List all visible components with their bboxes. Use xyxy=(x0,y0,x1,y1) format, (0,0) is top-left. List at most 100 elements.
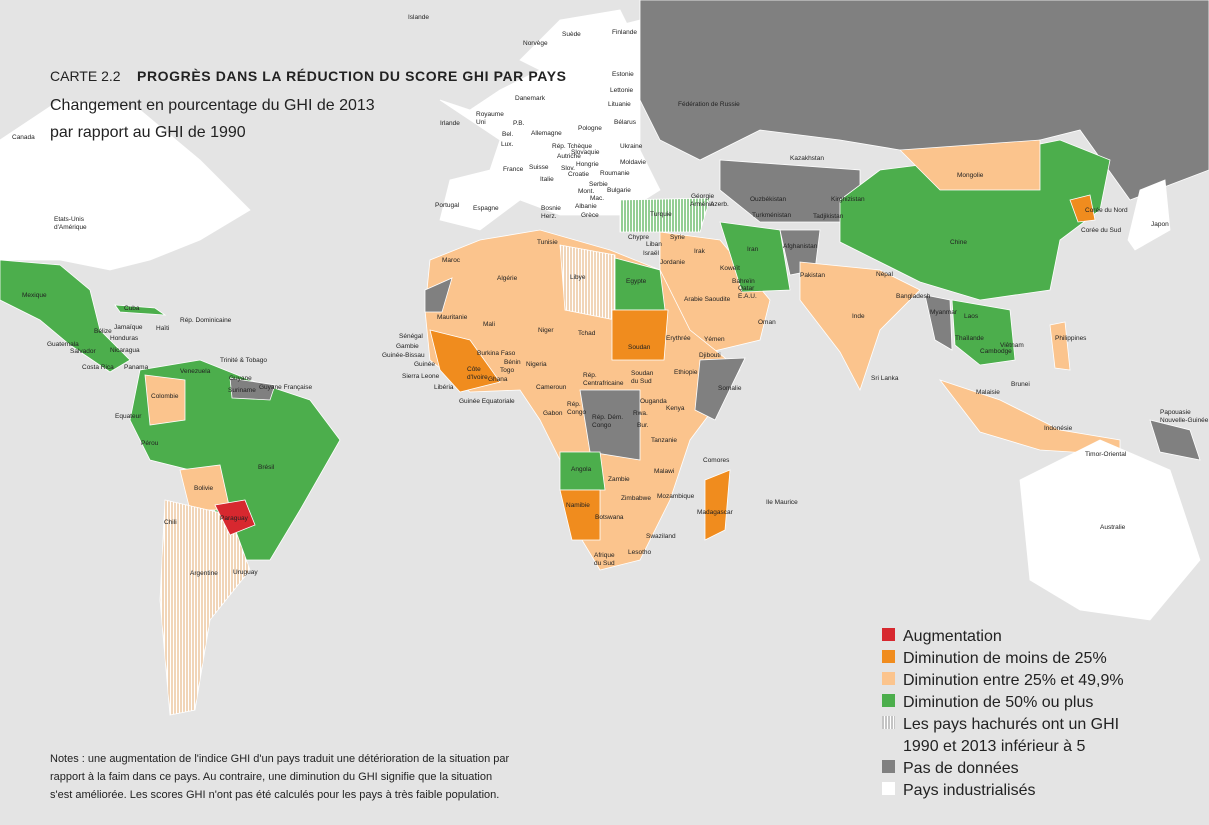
country-label: Congo xyxy=(592,422,612,429)
country-label: Haïti xyxy=(156,325,169,332)
country-label: Madagascar xyxy=(697,509,734,516)
country-label: Lettonie xyxy=(610,87,634,94)
country-label: Australie xyxy=(1100,524,1126,531)
sudan xyxy=(611,309,669,361)
country-label: Suisse xyxy=(529,164,549,171)
country-label: Gabon xyxy=(543,410,563,417)
country-label: Allemagne xyxy=(531,130,562,137)
country-label: Turquie xyxy=(650,211,672,218)
country-label: Nicaragua xyxy=(110,347,140,354)
country-label: Honduras xyxy=(110,335,139,342)
country-labels: Islande Norvège Suède Finlande Estonie Letton… xyxy=(12,14,1209,577)
map-number: CARTE 2.2 xyxy=(50,68,121,84)
subtitle: par rapport au GHI de 1990 xyxy=(50,124,246,141)
country-label: Ukraine xyxy=(620,143,643,150)
country-label: Irlande xyxy=(440,120,460,127)
country-label: Rép. Dominicaine xyxy=(180,317,232,324)
country-label: Ghana xyxy=(488,376,508,383)
country-label: Guinée Equatoriale xyxy=(459,398,515,405)
legend-swatch xyxy=(882,694,895,707)
legend-label: Pays industrialisés xyxy=(903,782,1036,799)
country-label: P.B. xyxy=(513,120,525,127)
country-label: E.A.U. xyxy=(738,293,757,300)
country-label: Guinée-Bissau xyxy=(382,352,425,359)
country-label: Timor-Oriental xyxy=(1085,451,1127,458)
country-label: Brunei xyxy=(1011,381,1030,388)
country-label: Mongolie xyxy=(957,172,984,179)
legend-swatch xyxy=(882,760,895,773)
mongolia xyxy=(899,139,1041,191)
country-label: Serbie xyxy=(589,181,608,188)
country-label: Equateur xyxy=(115,413,142,420)
country-label: Trinité & Tobago xyxy=(220,357,267,364)
legend-label: Augmentation xyxy=(903,628,1002,645)
country-label: Egypte xyxy=(626,278,647,285)
country-label: Mali xyxy=(483,321,495,328)
namibia xyxy=(559,489,601,541)
country-label: Bangladesh xyxy=(896,293,931,300)
country-label: Jamaïque xyxy=(114,324,143,331)
legend-label: 1990 et 2013 inférieur à 5 xyxy=(903,738,1085,755)
legend-swatch xyxy=(882,650,895,663)
country-label: Viêtnam xyxy=(1000,342,1024,349)
country-label: Arabie Saoudite xyxy=(684,296,731,303)
country-label: Lituanie xyxy=(608,101,631,108)
myanmar xyxy=(924,294,953,351)
country-label: Inde xyxy=(852,313,865,320)
country-label: Philippines xyxy=(1055,335,1087,342)
legend-label: Diminution de 50% ou plus xyxy=(903,694,1093,711)
country-label: Danemark xyxy=(515,95,546,102)
country-label: Swaziland xyxy=(646,533,676,540)
notes: Notes : une augmentation de l'indice GHI… xyxy=(50,753,509,801)
country-label: Bur. xyxy=(637,422,649,429)
country-label: Bélarus xyxy=(614,119,637,126)
country-label: Azerb. xyxy=(710,201,729,208)
country-label: Pologne xyxy=(578,125,602,132)
country-label: Afrique xyxy=(594,552,615,559)
country-label: Soudan xyxy=(631,370,654,377)
country-label: Géorgie xyxy=(691,193,715,200)
country-label: Bolivie xyxy=(194,485,214,492)
country-label: Rép. xyxy=(583,372,597,379)
country-label: Syrie xyxy=(670,234,685,241)
country-label: Mauritanie xyxy=(437,314,468,321)
madagascar xyxy=(704,469,731,541)
country-label: Botswana xyxy=(595,514,624,521)
country-label: Canada xyxy=(12,134,35,141)
country-label: Chine xyxy=(950,239,967,246)
country-label: Uni xyxy=(476,119,486,126)
country-label: Roumanie xyxy=(600,170,630,177)
country-label: Mac. xyxy=(590,195,604,202)
country-label: Somalie xyxy=(718,385,742,392)
libya xyxy=(559,244,616,321)
country-label: Bahreïn xyxy=(732,278,755,285)
country-label: Libye xyxy=(570,274,586,281)
country-label: Indonésie xyxy=(1044,425,1073,432)
country-label: Afghanistan xyxy=(783,243,818,250)
country-label: Japon xyxy=(1151,221,1169,228)
philippines xyxy=(1049,321,1071,371)
country-label: Thaïlande xyxy=(955,335,984,342)
country-label: Kirghizistan xyxy=(831,196,865,203)
india xyxy=(799,261,921,392)
country-label: Pakistan xyxy=(800,272,825,279)
legend-label: Diminution de moins de 25% xyxy=(903,650,1107,667)
country-label: d'Ivoire xyxy=(467,374,488,381)
country-label: Malaisie xyxy=(976,389,1000,396)
country-label: Estonie xyxy=(612,71,634,78)
country-label: Ile Maurice xyxy=(766,499,798,506)
country-label: Sri Lanka xyxy=(871,375,899,382)
legend-label: Diminution entre 25% et 49,9% xyxy=(903,672,1124,689)
country-label: Yémen xyxy=(704,336,725,343)
note-line: Notes : une augmentation de l'indice GHI… xyxy=(50,753,509,765)
country-label: Corée du Sud xyxy=(1081,227,1121,234)
note-line: rapport à la faim dans ce pays. Au contr… xyxy=(50,771,492,783)
country-label: Nigeria xyxy=(526,361,547,368)
country-label: Moldavie xyxy=(620,159,646,166)
country-label: Iran xyxy=(747,246,759,253)
country-label: Népal xyxy=(876,271,894,278)
country-label: Rép. Dém. xyxy=(592,414,623,421)
country-label: Arménie xyxy=(690,201,715,208)
country-label: Bélize xyxy=(94,328,112,335)
